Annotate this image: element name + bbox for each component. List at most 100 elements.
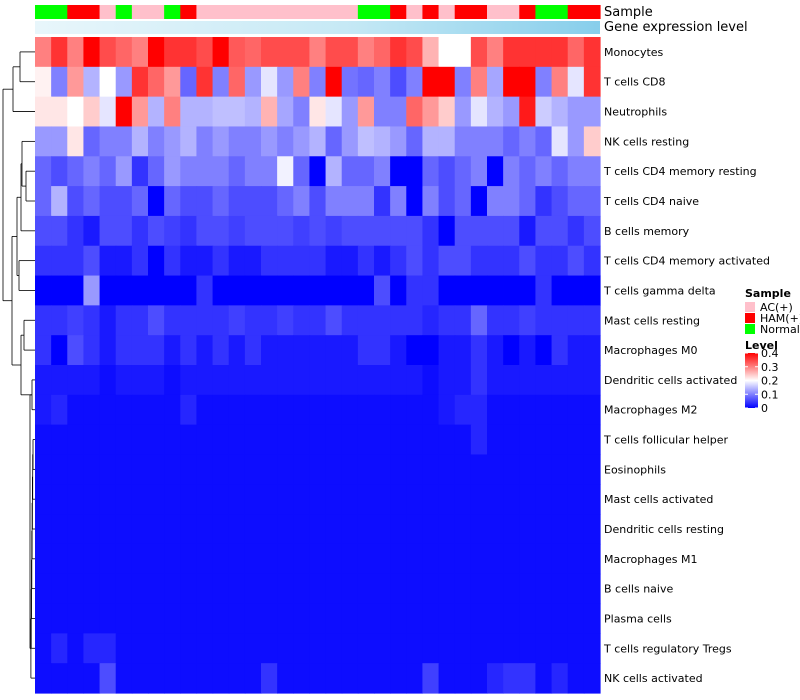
heatmap-cell	[583, 424, 601, 456]
heatmap-cell	[148, 37, 165, 68]
heatmap-cell	[148, 365, 165, 396]
heatmap-cell	[422, 126, 440, 157]
heatmap-cell	[503, 543, 520, 575]
heatmap-cell	[196, 126, 214, 157]
heatmap-cell	[196, 96, 214, 128]
heatmap-cell	[35, 66, 52, 98]
heatmap-cell	[293, 573, 311, 605]
row-label: T cells regulatory Tregs	[603, 642, 732, 655]
heatmap-cell	[357, 514, 375, 545]
heatmap-cell	[83, 454, 101, 485]
heatmap-cell	[309, 543, 327, 575]
heatmap-cell	[35, 335, 52, 366]
heatmap-cell	[212, 573, 230, 605]
heatmap-cell	[115, 305, 133, 336]
heatmap-cell	[228, 663, 246, 694]
heatmap-cell	[67, 66, 85, 98]
heatmap-cell	[390, 394, 407, 426]
heatmap-cell	[99, 96, 117, 128]
heatmap-cell	[131, 514, 149, 545]
heatmap-cell	[115, 424, 133, 456]
heatmap-cell	[212, 37, 230, 68]
sample-annotation-cell	[131, 5, 149, 19]
heatmap-cell	[115, 37, 133, 68]
heatmap-cell	[422, 514, 440, 545]
heatmap-cell	[551, 215, 569, 247]
heatmap-cell	[583, 663, 601, 694]
heatmap-cell	[390, 66, 407, 98]
heatmap-cell	[228, 543, 246, 575]
row-label: T cells CD4 naive	[603, 195, 699, 208]
heatmap-cell	[293, 66, 311, 98]
heatmap-cell	[325, 573, 343, 605]
heatmap-cell	[406, 215, 424, 247]
heatmap-cell	[261, 454, 278, 485]
heatmap-cell	[261, 335, 278, 366]
heatmap-cell	[83, 275, 101, 306]
heatmap-cell	[325, 663, 343, 694]
heatmap-cell	[35, 603, 52, 634]
heatmap-cell	[567, 365, 585, 396]
heatmap-cell	[503, 514, 520, 545]
heatmap-cell	[422, 633, 440, 664]
heatmap-cell	[551, 275, 569, 306]
heatmap-cell	[503, 335, 520, 366]
heatmap-cell	[341, 126, 359, 157]
heatmap-cell	[83, 514, 101, 545]
heatmap-cell	[293, 424, 311, 456]
heatmap-cell	[309, 514, 327, 545]
heatmap-cell	[551, 186, 569, 217]
heatmap-cell	[374, 245, 391, 277]
heatmap-cell	[325, 365, 343, 396]
heatmap-cell	[374, 37, 391, 68]
heatmap-cell	[551, 37, 569, 68]
heatmap-cell	[131, 335, 149, 366]
heatmap-cell	[131, 245, 149, 277]
heatmap-cell	[406, 663, 424, 694]
heatmap-cell	[35, 484, 52, 515]
heatmap-cell	[164, 633, 181, 664]
heatmap-cell	[535, 394, 553, 426]
heatmap-cell	[519, 156, 537, 187]
heatmap-cell	[148, 514, 165, 545]
heatmap-cell	[503, 365, 520, 396]
heatmap-cell	[519, 394, 537, 426]
heatmap-cell	[438, 514, 456, 545]
heatmap-cell	[357, 424, 375, 456]
heatmap-cell	[487, 37, 504, 68]
heatmap-cell	[212, 663, 230, 694]
sample-annotation-cell	[196, 5, 214, 19]
heatmap-cell	[567, 484, 585, 515]
heatmap-cell	[277, 245, 294, 277]
heatmap-cell	[551, 663, 569, 694]
heatmap-cell	[470, 215, 488, 247]
heatmap-cell	[406, 335, 424, 366]
heatmap-cell	[454, 514, 472, 545]
heatmap-cell	[567, 335, 585, 366]
heatmap-cell	[374, 365, 391, 396]
heatmap-cell	[438, 245, 456, 277]
heatmap-cell	[164, 573, 181, 605]
heatmap-cell	[454, 394, 472, 426]
heatmap-cell	[390, 96, 407, 128]
heatmap-cell	[115, 514, 133, 545]
heatmap-cell	[487, 424, 504, 456]
heatmap-cell	[261, 633, 278, 664]
row-label: Macrophages M2	[604, 404, 697, 417]
heatmap-cell	[148, 335, 165, 366]
heatmap-cell	[228, 66, 246, 98]
heatmap-cell	[519, 603, 537, 634]
heatmap-cell	[567, 514, 585, 545]
heatmap-cell	[503, 96, 520, 128]
sample-annotation-cell	[115, 5, 133, 19]
heatmap-cell	[180, 245, 198, 277]
heatmap-cell	[164, 245, 181, 277]
heatmap-cell	[438, 394, 456, 426]
row-label: T cells CD4 memory activated	[603, 255, 770, 268]
heatmap-cell	[535, 96, 553, 128]
heatmap-cell	[51, 484, 68, 515]
heatmap-cell	[212, 633, 230, 664]
heatmap-cell	[35, 186, 52, 217]
heatmap-cell	[390, 275, 407, 306]
heatmap-cell	[583, 335, 601, 366]
